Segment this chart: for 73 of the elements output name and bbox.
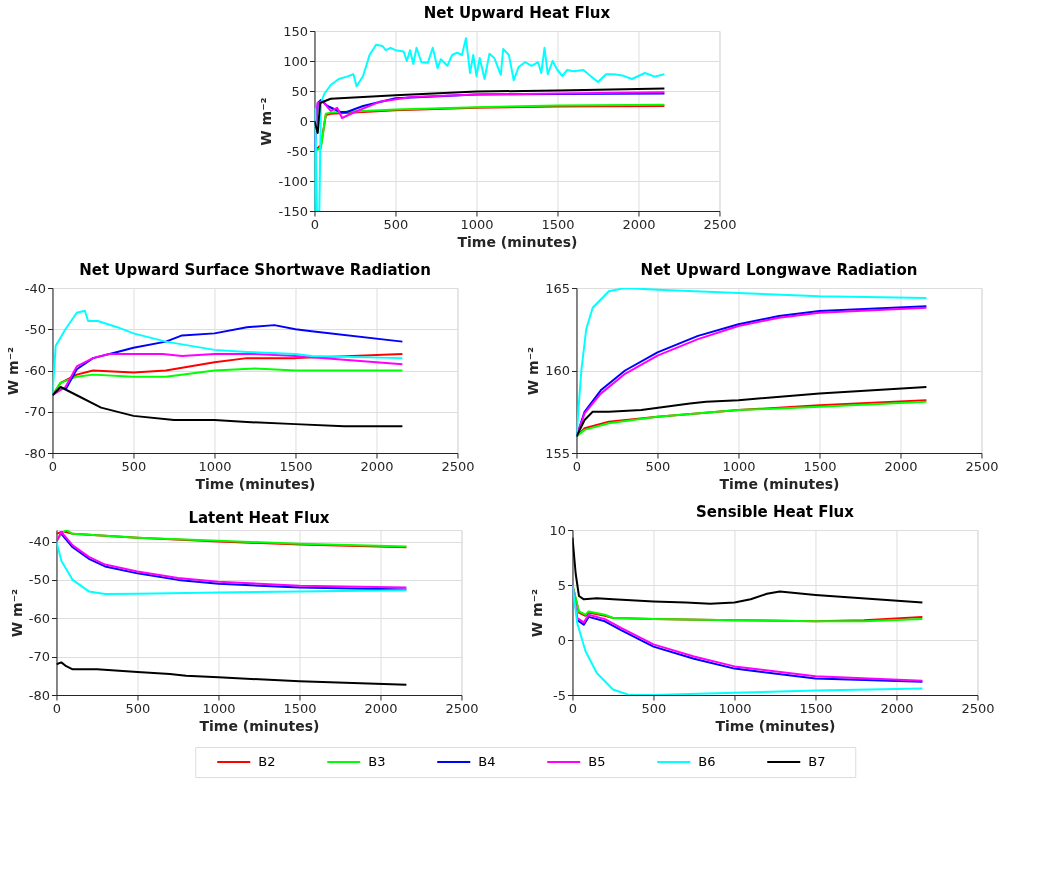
x-tick-label: 1500 [279,458,313,474]
chart-title: Net Upward Surface Shortwave Radiation [79,261,431,279]
x-tick-label: 1000 [718,700,752,716]
x-tick-label: 2500 [703,216,737,232]
y-tick-label: 5 [557,577,566,593]
x-tick-label: 0 [310,216,320,232]
legend-label: B7 [808,754,826,769]
x-tick-label: 500 [641,700,667,716]
y-tick-label: 155 [545,445,570,461]
y-axis-title: W m⁻² [529,588,546,638]
x-tick-label: 500 [383,216,409,232]
x-tick-label: 2000 [880,700,914,716]
chart-title: Net Upward Longwave Radiation [640,261,918,279]
y-tick-label: 150 [283,23,308,39]
y-tick-label: -50 [286,143,308,159]
x-tick-label: 1000 [722,458,756,474]
y-tick-label: -100 [278,173,308,189]
x-tick-label: 2500 [961,700,995,716]
x-tick-label: 1500 [803,458,837,474]
y-tick-label: -60 [28,610,50,626]
y-axis-title: W m⁻² [4,346,21,396]
y-tick-label: -150 [278,203,308,219]
x-tick-label: 1500 [541,216,575,232]
x-tick-label: 1500 [283,700,317,716]
y-tick-label: 160 [545,363,570,378]
y-tick-label: 10 [549,522,566,538]
y-tick-label: -60 [24,363,46,378]
legend-label: B3 [368,754,386,769]
y-tick-label: -80 [28,687,50,703]
x-tick-label: 500 [645,458,671,474]
chart-title: Sensible Heat Flux [695,503,855,521]
x-tick-label: 2000 [622,216,656,232]
x-axis-title: Time (minutes) [715,717,836,734]
x-tick-label: 2500 [441,458,475,474]
legend-label: B2 [258,754,276,769]
y-tick-label: 165 [545,280,570,296]
chart-title: Net Upward Heat Flux [423,4,611,22]
legend-label: B6 [698,754,716,769]
x-tick-label: 1000 [460,216,494,232]
y-axis-title: W m⁻² [258,97,275,146]
y-tick-label: -70 [28,649,50,665]
y-tick-label: -70 [24,404,46,420]
legend-label: B5 [588,754,606,769]
x-tick-label: 2000 [364,700,398,716]
y-tick-label: 0 [557,632,566,648]
x-tick-label: 2500 [445,700,479,716]
y-axis-title: W m⁻² [525,346,542,396]
x-tick-label: 500 [125,700,151,716]
x-tick-label: 1000 [202,700,236,716]
chart-title: Latent Heat Flux [188,509,330,527]
y-tick-label: -5 [553,687,566,703]
y-axis-title: W m⁻² [8,588,25,638]
y-tick-label: -50 [24,321,46,337]
x-tick-label: 1000 [198,458,232,474]
y-tick-label: 0 [299,113,308,129]
x-tick-label: 0 [572,458,582,474]
x-axis-title: Time (minutes) [199,717,320,734]
y-tick-label: -80 [24,445,46,461]
y-tick-label: -50 [28,572,50,588]
y-tick-label: 100 [283,53,308,69]
x-tick-label: 0 [52,700,62,716]
x-tick-label: 2000 [884,458,918,474]
y-tick-label: 50 [291,83,308,99]
x-tick-label: 2500 [965,458,999,474]
x-axis-title: Time (minutes) [195,475,316,492]
x-axis-title: Time (minutes) [457,233,578,250]
x-tick-label: 1500 [799,700,833,716]
legend-label: B4 [478,754,496,769]
y-tick-label: -40 [28,534,50,550]
y-tick-label: -40 [24,280,46,296]
x-tick-label: 2000 [360,458,394,474]
x-axis-title: Time (minutes) [719,475,840,492]
x-tick-label: 500 [121,458,147,474]
